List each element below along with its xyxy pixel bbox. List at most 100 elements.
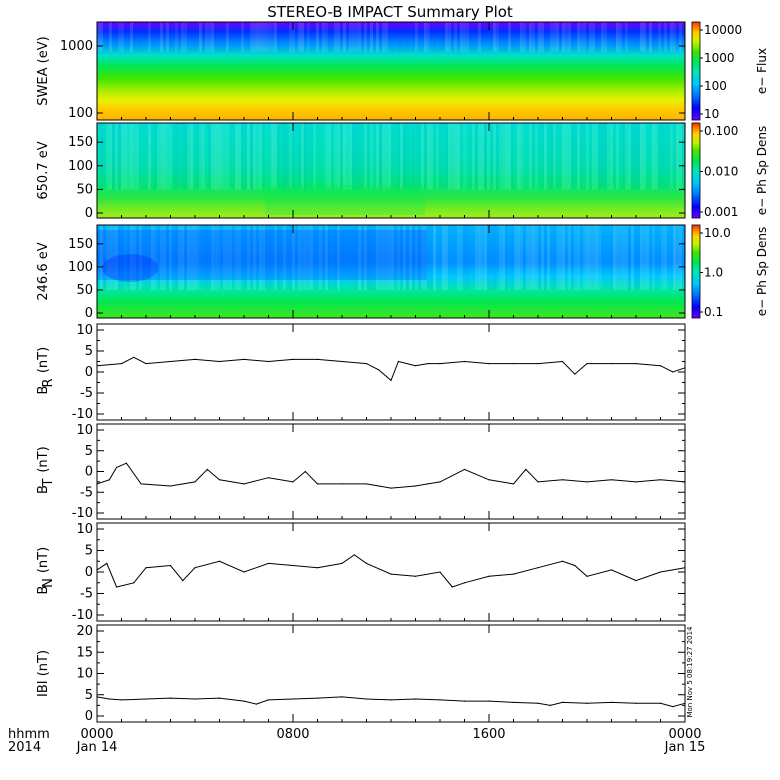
data-point	[439, 363, 441, 365]
y-tick-label: -10	[72, 608, 93, 623]
heatmap-streak	[496, 22, 499, 52]
heatmap-streak	[529, 123, 532, 190]
heatmap-streak	[109, 225, 112, 291]
heatmap-streak	[145, 22, 148, 51]
heatmap-streak	[460, 123, 463, 190]
data-point	[537, 702, 539, 704]
y-axis-label-unit: (nT)	[36, 547, 51, 573]
heatmap-streak	[520, 225, 523, 291]
heatmap-streak	[511, 225, 514, 291]
heatmap-streak	[610, 22, 613, 52]
heatmap-streak	[631, 225, 634, 291]
heatmap-streak	[598, 225, 601, 291]
heatmap-streak	[451, 225, 454, 290]
heatmap-streak	[433, 123, 436, 190]
heatmap-streak	[454, 123, 457, 190]
heatmap-streak	[112, 225, 115, 291]
heatmap-streak	[235, 123, 238, 190]
heatmap-streak	[214, 22, 217, 51]
heatmap-streak	[616, 22, 619, 52]
heatmap-streak	[190, 123, 193, 190]
heatmap-streak	[220, 123, 223, 190]
heatmap-streak	[505, 225, 508, 291]
data-point	[182, 580, 184, 582]
heatmap-streak	[604, 123, 607, 190]
data-point	[635, 481, 637, 483]
heatmap-streak	[568, 22, 571, 52]
data-point	[341, 562, 343, 565]
heatmap-streak	[370, 22, 373, 52]
heatmap-streak	[619, 22, 622, 52]
heatmap-streak	[127, 123, 130, 190]
data-point	[537, 567, 539, 569]
heatmap-streak	[535, 22, 538, 52]
heatmap-streak	[169, 123, 172, 190]
heatmap-streak	[622, 22, 625, 51]
heatmap-streak	[604, 225, 607, 290]
heatmap-streak	[205, 22, 208, 52]
heatmap-streak	[589, 225, 592, 291]
heatmap-streak	[544, 225, 547, 291]
heatmap-streak	[514, 225, 517, 291]
y-tick-label: 5	[85, 444, 93, 459]
data-point	[108, 479, 110, 481]
heatmap-streak	[493, 22, 496, 52]
heatmap-streak	[541, 22, 544, 52]
heatmap-streak	[487, 225, 490, 291]
data-point	[414, 698, 417, 700]
heatmap-streak	[580, 22, 583, 52]
y-tick-label: 100	[68, 159, 93, 174]
heatmap-streak	[646, 22, 649, 52]
heatmap-streak	[466, 225, 469, 291]
heatmap-streak	[574, 225, 577, 291]
data-point	[684, 481, 686, 483]
data-point	[194, 567, 196, 569]
heatmap-streak	[550, 225, 553, 290]
heatmap-streak	[304, 123, 307, 190]
y-axis-label: IBI (nT)	[36, 650, 51, 697]
heatmap-streak	[109, 123, 112, 190]
heatmap-streak	[253, 225, 256, 291]
heatmap-streak	[310, 22, 313, 52]
heatmap-streak	[190, 22, 193, 51]
heatmap-streak	[265, 123, 268, 190]
heatmap-streak	[103, 225, 106, 291]
heatmap-streak	[265, 225, 268, 291]
data-point	[108, 698, 110, 700]
data-point	[672, 371, 674, 373]
heatmap-streak	[148, 123, 151, 190]
heatmap-streak	[487, 123, 490, 190]
data-point	[610, 701, 613, 704]
data-point	[525, 468, 527, 471]
data-point	[292, 481, 294, 483]
data-point	[194, 698, 196, 700]
heatmap-streak	[469, 123, 472, 190]
data-point	[488, 363, 490, 365]
heatmap-streak	[382, 123, 385, 190]
y-tick-label: 1000	[60, 39, 93, 54]
heatmap-streak	[136, 123, 139, 190]
heatmap-streak	[409, 22, 412, 51]
heatmap-streak	[433, 22, 436, 52]
heatmap-streak	[517, 22, 520, 51]
heatmap-streak	[472, 22, 475, 52]
heatmap-streak	[448, 22, 451, 52]
heatmap-streak	[493, 123, 496, 190]
heatmap-streak	[151, 123, 154, 190]
heatmap-streak	[121, 22, 124, 52]
y-axis-label-unit: (nT)	[36, 347, 51, 373]
heatmap-streak	[370, 225, 373, 291]
heatmap-streak	[364, 225, 367, 291]
heatmap-streak	[376, 123, 379, 190]
data-point	[561, 701, 564, 704]
heatmap-streak	[247, 22, 250, 51]
heatmap-streak	[496, 225, 499, 290]
data-point	[243, 483, 245, 485]
heatmap-streak	[625, 123, 628, 190]
heatmap-streak	[283, 225, 286, 291]
heatmap-streak	[442, 22, 445, 52]
heatmap-streak	[538, 22, 541, 52]
heatmap-streak	[565, 123, 568, 190]
heatmap-streak	[118, 123, 121, 190]
data-point	[292, 564, 294, 567]
